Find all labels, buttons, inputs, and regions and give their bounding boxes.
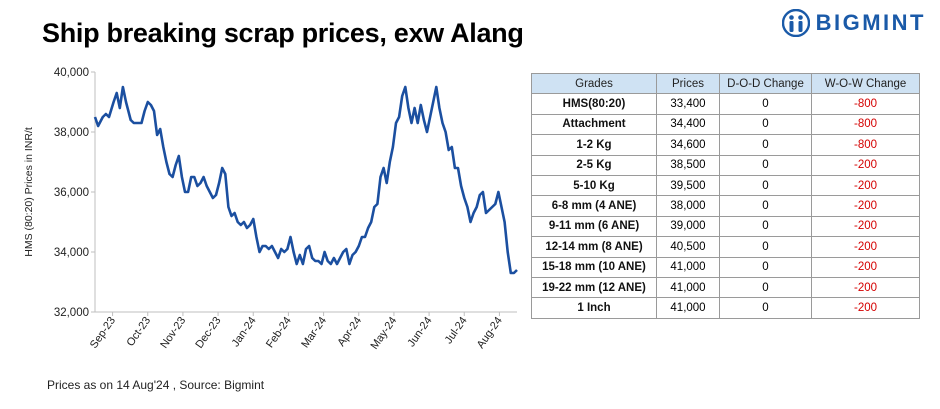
table-row: 1 Inch 41,000 0 -200 (531, 297, 920, 319)
dod-change-cell: 0 (719, 215, 812, 238)
wow-change-cell: -200 (811, 174, 920, 197)
wow-change-cell: -200 (811, 215, 920, 238)
y-tick-label: 36,000 (54, 187, 89, 199)
grades-price-table: Grades Prices D-O-D Change W-O-W Change … (531, 72, 920, 319)
table-row: 15-18 mm (10 ANE) 41,000 0 -200 (531, 256, 920, 278)
grade-cell: Attachment (531, 113, 657, 136)
wow-change-cell: -200 (811, 195, 920, 217)
grade-cell: HMS(80:20) (531, 93, 657, 115)
table-row: 2-5 Kg 38,500 0 -200 (531, 154, 920, 176)
table-row: 19-22 mm (12 ANE) 41,000 0 -200 (531, 276, 920, 299)
header-prices: Prices (656, 72, 720, 95)
chart-title: Ship breaking scrap prices, exw Alang (42, 18, 524, 48)
dod-change-cell: 0 (719, 297, 812, 319)
grade-cell: 19-22 mm (12 ANE) (531, 276, 657, 299)
wow-change-cell: -200 (811, 276, 920, 299)
wow-change-cell: -200 (811, 154, 920, 176)
x-tick-label: Jul-24 (443, 315, 470, 346)
price-cell: 38,500 (656, 154, 720, 176)
y-axis: 32,000 34,000 36,000 38,000 40,000 (54, 67, 96, 319)
table-header-row: Grades Prices D-O-D Change W-O-W Change (531, 72, 920, 95)
price-cell: 41,000 (656, 256, 720, 278)
price-cell: 38,000 (656, 195, 720, 217)
header-grades: Grades (531, 72, 657, 95)
dod-change-cell: 0 (719, 174, 812, 197)
table-row: 9-11 mm (6 ANE) 39,000 0 -200 (531, 215, 920, 238)
x-tick-label: Dec-23 (193, 315, 223, 351)
wow-change-cell: -800 (811, 113, 920, 136)
wow-change-cell: -800 (811, 134, 920, 156)
price-cell: 41,000 (656, 297, 720, 319)
source-note: Prices as on 14 Aug'24 , Source: Bigmint (47, 378, 265, 392)
table-row: 5-10 Kg 39,500 0 -200 (531, 174, 920, 197)
grade-cell: 1 Inch (531, 297, 657, 319)
brand-logo: BIGMINT (781, 8, 926, 38)
table-row: Attachment 34,400 0 -800 (531, 113, 920, 136)
grade-cell: 6-8 mm (4 ANE) (531, 195, 657, 217)
x-tick-label: May-24 (369, 315, 400, 352)
x-tick-label: Jan-24 (230, 315, 259, 349)
table-body: HMS(80:20) 33,400 0 -800 Attachment 34,400 0 -8… (531, 93, 920, 319)
y-axis-title: HMS (80:20) Prices in INR/t (23, 127, 35, 257)
price-cell: 34,400 (656, 113, 720, 136)
y-tick-label: 38,000 (54, 127, 89, 139)
dod-change-cell: 0 (719, 154, 812, 176)
price-series-line (93, 85, 518, 275)
price-cell: 40,500 (656, 236, 720, 258)
table-row: 6-8 mm (4 ANE) 38,000 0 -200 (531, 195, 920, 217)
wow-change-cell: -200 (811, 236, 920, 258)
brand-name: BIGMINT (815, 10, 926, 35)
grade-cell: 1-2 Kg (531, 134, 657, 156)
price-cell: 41,000 (656, 276, 720, 299)
grade-cell: 12-14 mm (8 ANE) (531, 236, 657, 258)
wow-change-cell: -200 (811, 297, 920, 319)
x-tick-label: Oct-23 (124, 315, 153, 349)
wow-change-cell: -200 (811, 256, 920, 278)
dod-change-cell: 0 (719, 93, 812, 115)
price-cell: 39,000 (656, 215, 720, 238)
dod-change-cell: 0 (719, 195, 812, 217)
table-row: 12-14 mm (8 ANE) 40,500 0 -200 (531, 236, 920, 258)
x-axis: Sep-23 Oct-23 Nov-23 Dec-23 Jan-24 Feb-24 Mar-… (88, 311, 517, 352)
grade-cell: 2-5 Kg (531, 154, 657, 176)
dod-change-cell: 0 (719, 256, 812, 278)
x-tick-label: Sep-23 (88, 315, 118, 351)
x-tick-label: Nov-23 (158, 315, 188, 351)
header-dod-change: D-O-D Change (719, 72, 812, 95)
table-row: HMS(80:20) 33,400 0 -800 (531, 93, 920, 115)
y-tick-label: 32,000 (54, 307, 89, 319)
dod-change-cell: 0 (719, 236, 812, 258)
x-tick-label: Mar-24 (299, 315, 329, 350)
y-tick-label: 40,000 (54, 67, 89, 79)
dod-change-cell: 0 (719, 134, 812, 156)
dod-change-cell: 0 (719, 276, 812, 299)
price-cell: 34,600 (656, 134, 720, 156)
bigmint-logo-icon (781, 9, 810, 37)
grade-cell: 5-10 Kg (531, 174, 657, 197)
price-line-chart: HMS (80:20) Prices in INR/t 32,000 34,000… (23, 67, 518, 352)
wow-change-cell: -800 (811, 93, 920, 115)
header-wow-change: W-O-W Change (811, 72, 920, 95)
y-axis-label: HMS (80:20) Prices in INR/t (23, 127, 35, 257)
table-row: 1-2 Kg 34,600 0 -800 (531, 134, 920, 156)
grade-cell: 9-11 mm (6 ANE) (531, 215, 657, 238)
x-tick-label: Feb-24 (264, 315, 294, 350)
grade-cell: 15-18 mm (10 ANE) (531, 256, 657, 278)
price-cell: 39,500 (656, 174, 720, 197)
x-tick-label: Aug-24 (475, 315, 505, 351)
dod-change-cell: 0 (719, 113, 812, 136)
y-tick-label: 34,000 (54, 247, 89, 259)
x-tick-label: Jun-24 (405, 315, 434, 349)
x-tick-label: Apr-24 (335, 315, 364, 349)
price-cell: 33,400 (656, 93, 720, 115)
